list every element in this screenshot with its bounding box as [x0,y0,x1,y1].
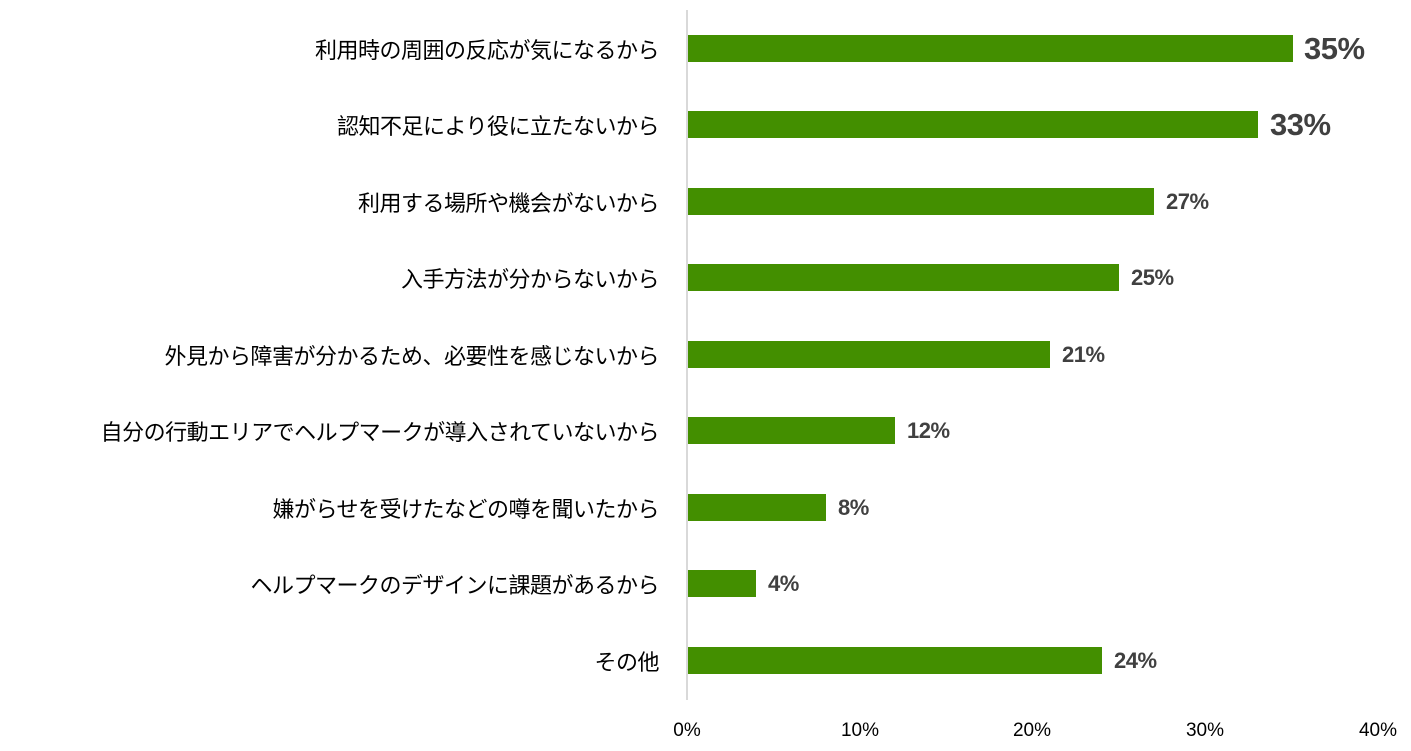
bar-row: 自分の行動エリアでヘルプマークが導入されていないから 12% [0,417,1411,446]
value-label: 8% [838,495,869,520]
bar [688,494,826,521]
bar-row: 入手方法が分からないから 25% [0,264,1411,293]
category-label: 自分の行動エリアでヘルプマークが導入されていないから [100,421,660,446]
bar-row: 嫌がらせを受けたなどの噂を聞いたから 8% [0,494,1411,523]
value-label: 4% [768,571,799,596]
category-label: その他 [594,651,659,676]
category-label: 利用する場所や機会がないから [357,192,660,217]
value-label: 33% [1270,107,1331,142]
category-label: 入手方法が分からないから [400,268,660,293]
bar [688,35,1293,62]
bar-row: 利用時の周囲の反応が気になるから 35% [0,31,1411,66]
bar [688,570,756,597]
bar-row: 認知不足により役に立たないから 33% [0,107,1411,142]
x-tick-label: 0% [673,720,701,741]
category-label: 認知不足により役に立たないから [336,115,660,140]
category-label: ヘルプマークのデザインに課題があるから [250,574,659,599]
bar-row: 外見から障害が分かるため、必要性を感じないから 21% [0,341,1411,370]
value-label: 25% [1131,265,1174,290]
bar [688,417,895,444]
x-tick-label: 20% [1012,720,1052,741]
bar [688,647,1102,674]
x-tick-label: 10% [840,720,880,741]
bar [688,264,1119,291]
category-label: 外見から障害が分かるため、必要性を感じないから [164,345,659,370]
category-label: 利用時の周囲の反応が気になるから [314,39,660,64]
x-tick-label: 30% [1185,720,1225,741]
bar-row: その他 24% [0,647,1411,676]
category-label: 嫌がらせを受けたなどの噂を聞いたから [272,498,659,523]
y-axis-line [686,10,688,700]
x-tick-label: 40% [1358,720,1398,741]
bar [688,111,1258,138]
bar [688,341,1050,368]
value-label: 12% [907,418,950,443]
value-label: 21% [1062,342,1105,367]
value-label: 24% [1114,648,1157,673]
bar [688,188,1154,215]
value-label: 27% [1166,189,1209,214]
value-label: 35% [1304,31,1365,66]
bar-row: 利用する場所や機会がないから 27% [0,188,1411,217]
bar-row: ヘルプマークのデザインに課題があるから 4% [0,570,1411,599]
